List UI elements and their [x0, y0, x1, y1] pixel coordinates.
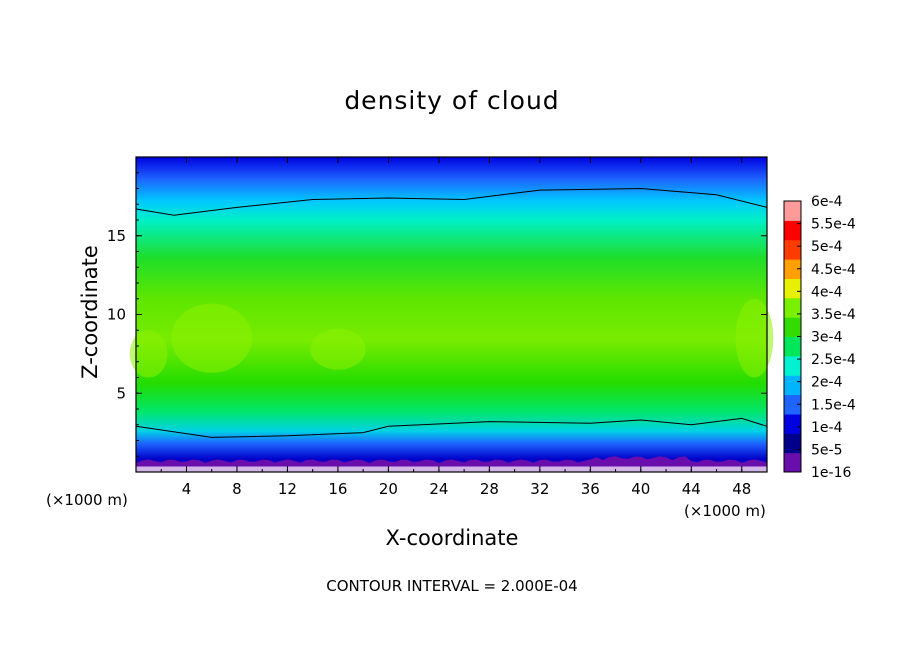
colorbar-label: 4e-4	[811, 284, 843, 300]
x-tick-label: 48	[732, 480, 751, 498]
x-tick-label: 16	[328, 480, 347, 498]
colorbar-swatch	[784, 413, 801, 434]
colorbar-label: 1e-16	[811, 465, 851, 481]
density-maximum	[310, 328, 366, 370]
x-tick-label: 4	[182, 480, 192, 498]
colorbar-label: 5e-4	[811, 239, 843, 255]
density-maximum	[735, 298, 774, 378]
x-tick-label: 36	[581, 480, 600, 498]
x-tick-label: 44	[682, 480, 701, 498]
colorbar-label: 6e-4	[811, 194, 843, 210]
contour-interval-note: CONTOUR INTERVAL = 2.000E-04	[326, 577, 578, 595]
density-maximum	[171, 303, 253, 373]
colorbar-swatch	[784, 278, 801, 299]
colorbar-label: 5.5e-4	[811, 217, 856, 233]
y-tick-label: 15	[107, 227, 126, 245]
x-tick-label: 24	[429, 480, 448, 498]
x-unit-label-left: (×1000 m)	[46, 491, 128, 509]
y-tick-label: 5	[116, 384, 126, 402]
x-tick-label: 28	[480, 480, 499, 498]
colorbar-swatch	[784, 317, 801, 337]
colorbar-label: 2e-4	[811, 375, 843, 391]
x-axis-label: X-coordinate	[385, 526, 519, 550]
colorbar-swatch	[784, 259, 801, 279]
x-tick-label: 8	[232, 480, 242, 498]
colorbar-label: 3e-4	[811, 330, 843, 346]
colorbar-swatch	[784, 297, 801, 318]
colorbar: 1e-16 5e-5 1e-4 1.5e-4 2e-4 2.5e-4 3e-4 3.5e-4 4…	[783, 194, 856, 481]
density-maximum	[129, 330, 168, 378]
colorbar-swatch	[784, 239, 801, 260]
x-tick-label: 12	[278, 480, 297, 498]
colorbar-swatch	[784, 355, 801, 376]
colorbar-label: 2.5e-4	[811, 352, 856, 368]
colorbar-swatch	[784, 220, 801, 241]
contour-line-lower	[135, 417, 768, 438]
x-tick-label: 40	[631, 480, 650, 498]
contour-line-upper	[135, 187, 768, 216]
colorbar-swatch	[784, 201, 801, 221]
colorbar-label: 1e-4	[811, 420, 843, 436]
colorbar-swatch	[784, 336, 801, 357]
x-tick-label: 32	[530, 480, 549, 498]
chart-title: density of cloud	[344, 86, 560, 115]
colorbar-swatch	[784, 452, 801, 473]
colorbar-label: 5e-5	[811, 442, 842, 458]
ground-gap	[136, 466, 767, 472]
y-axis-label: Z-coordinate	[78, 245, 102, 379]
x-tick-label: 20	[379, 480, 398, 498]
colorbar-label: 4.5e-4	[811, 262, 856, 278]
colorbar-label: 3.5e-4	[811, 307, 856, 323]
colorbar-label: 1.5e-4	[811, 397, 856, 413]
y-tick-label: 10	[107, 306, 126, 324]
x-unit-label-right: (×1000 m)	[684, 502, 766, 520]
colorbar-swatch	[784, 394, 801, 415]
colorbar-swatch	[784, 375, 801, 396]
colorbar-swatch	[784, 433, 801, 454]
